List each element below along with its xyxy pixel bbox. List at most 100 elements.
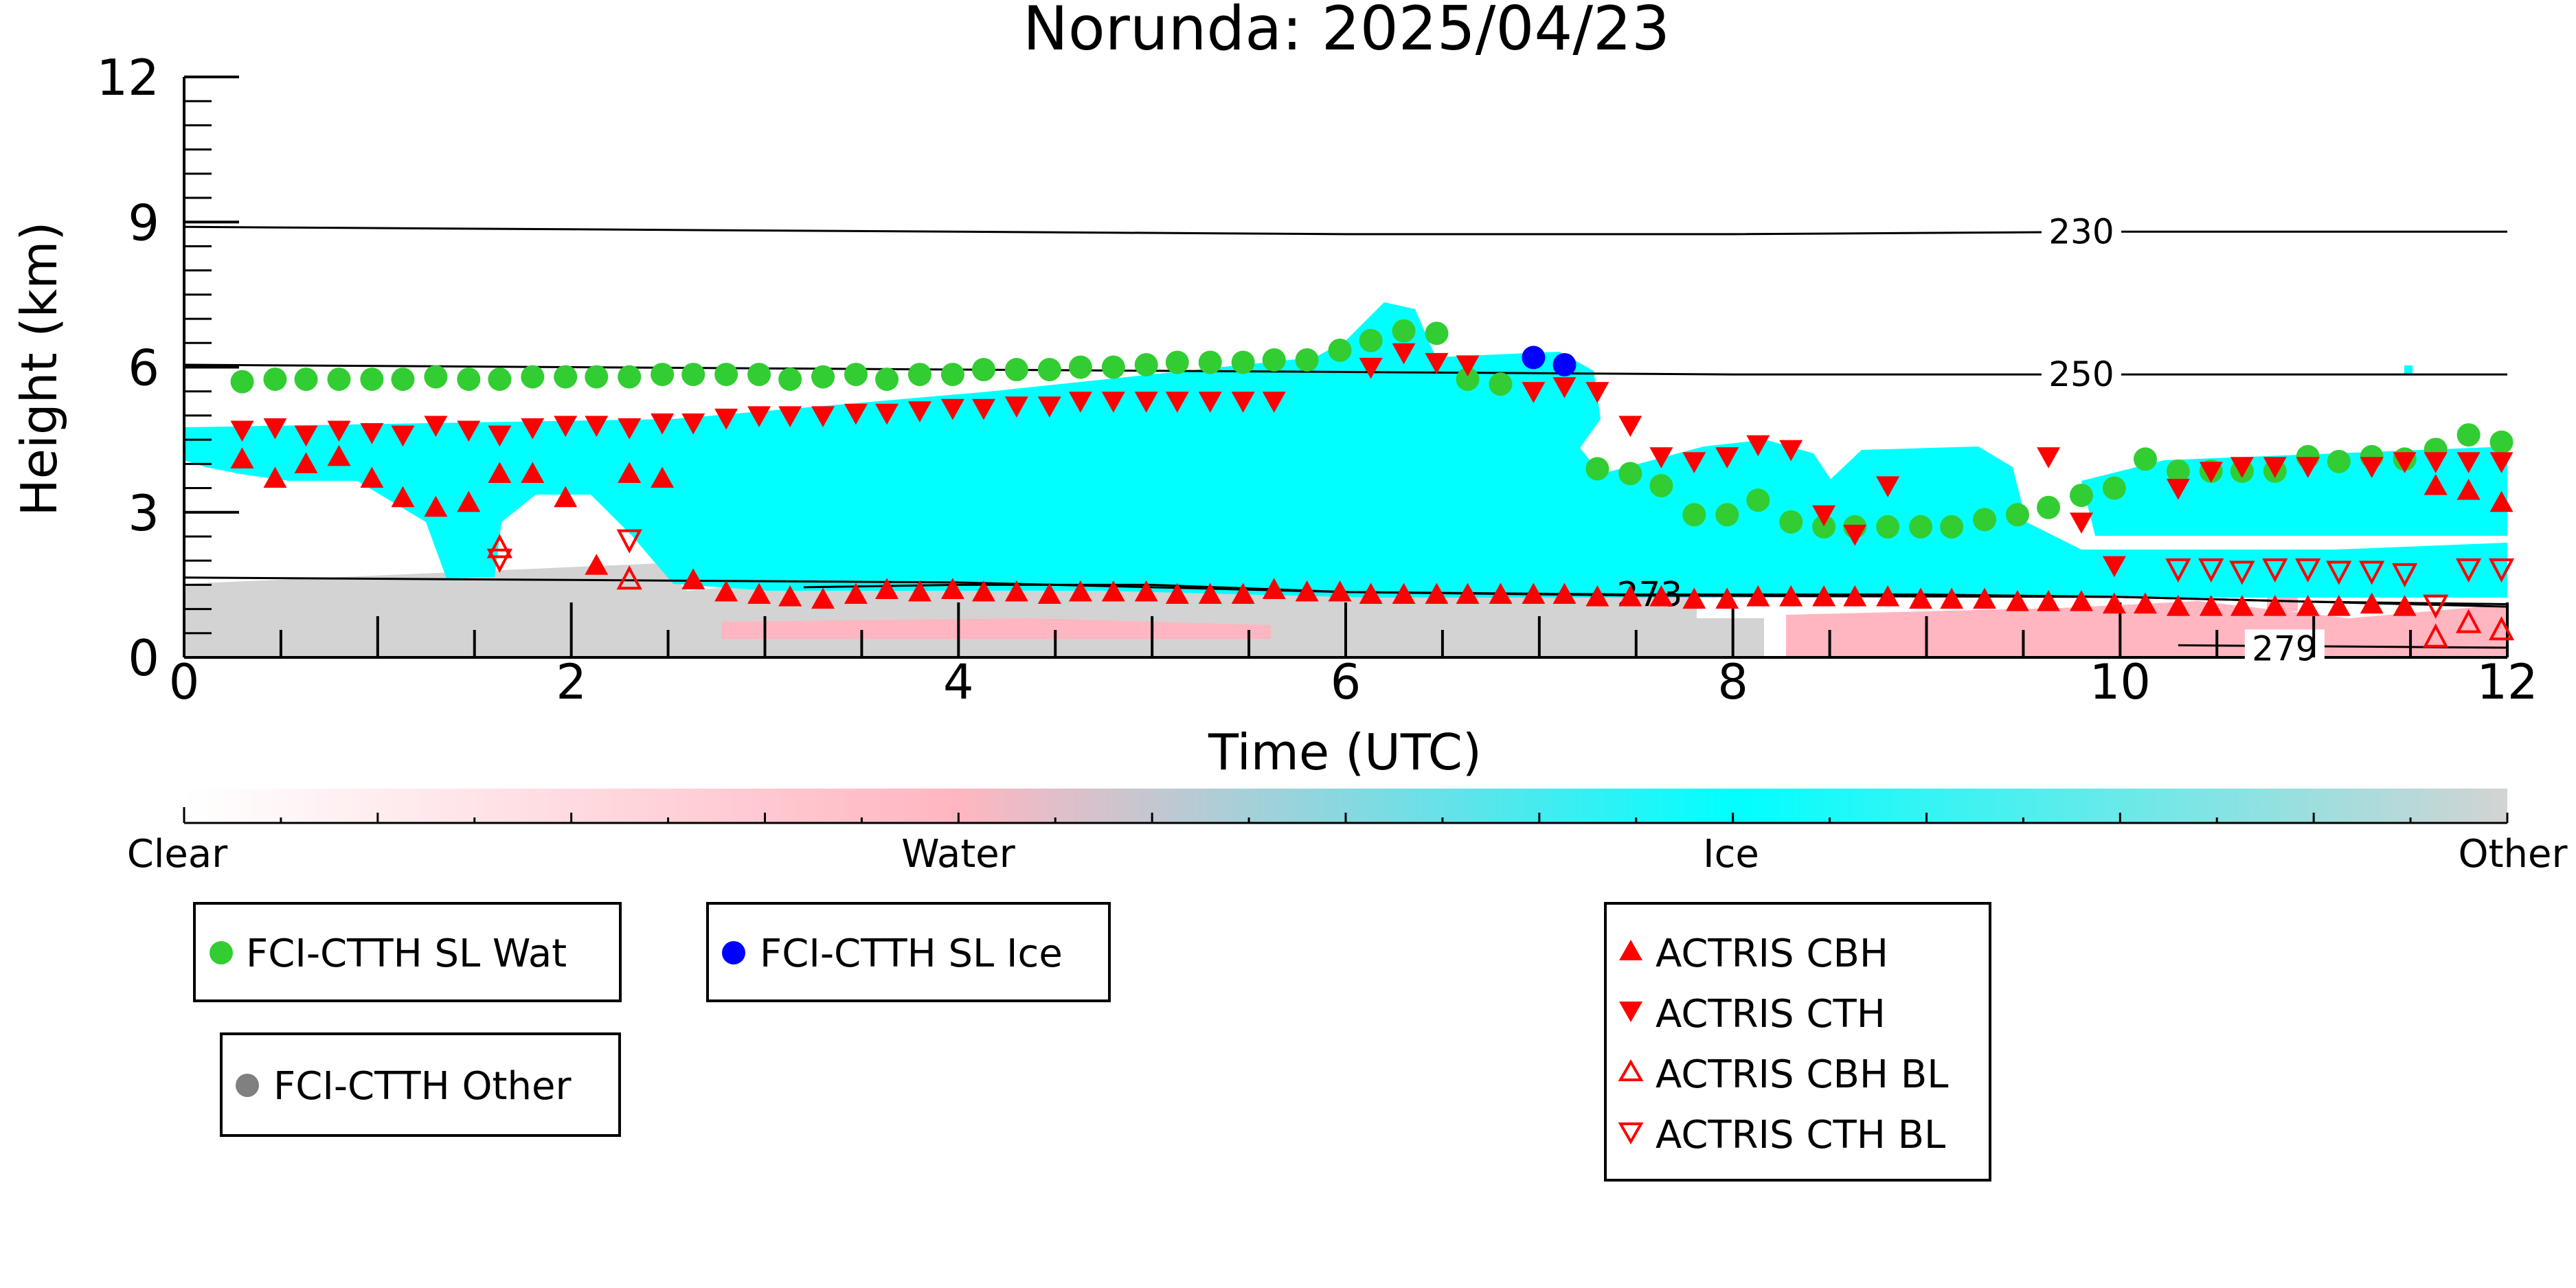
actris-cth-point — [554, 416, 578, 437]
actris-cbh-point — [1068, 580, 1092, 602]
fci-ctth-sl-ice-point — [1522, 346, 1546, 370]
actris-cbh-point — [263, 466, 287, 488]
actris-cth-point — [294, 425, 318, 447]
actris-cbh-point — [940, 578, 964, 600]
fci-ctth-sl-wat-point — [651, 363, 675, 387]
isotherm-label: 250 — [2048, 354, 2114, 394]
fci-ctth-sl-wat-point — [1328, 338, 1352, 362]
actris-cth-bl-point — [2359, 561, 2385, 585]
actris-cbh-point — [2133, 592, 2157, 614]
actris-cbh-point — [1198, 583, 1222, 605]
fci-ctth-sl-wat-point — [1715, 503, 1739, 527]
actris-cth-point — [2037, 447, 2061, 468]
fci-ctth-sl-wat-point — [1876, 515, 1900, 539]
actris-cth-point — [1715, 447, 1739, 468]
actris-cbh-point — [1973, 587, 1997, 609]
fci-ctth-sl-wat-point — [585, 365, 609, 389]
actris-cbh-point — [2360, 592, 2384, 614]
fci-ctth-sl-wat-point — [1068, 355, 1092, 379]
isotherm-line — [183, 225, 2507, 236]
actris-cth-point — [1843, 524, 1867, 546]
fci-ctth-sl-wat-point — [1812, 515, 1836, 539]
fci-ctth-sl-wat-point — [907, 363, 931, 387]
actris-cbh-point — [1231, 583, 1255, 605]
actris-cbh-point — [1134, 580, 1158, 602]
actris-cth-point — [391, 425, 415, 447]
fci-ctth-sl-wat-point — [2456, 423, 2481, 447]
fci-ctth-sl-wat-point — [1231, 350, 1255, 374]
actris-cth-point — [2393, 452, 2417, 473]
fci-ctth-sl-wat-point — [1489, 372, 1513, 396]
actris-cbh-point — [2424, 474, 2448, 495]
legend: FCI-CTTH SL Wat FCI-CTTH SL Ice FCI-CTTH… — [193, 902, 1991, 1182]
actris-cbh-point — [1779, 585, 1803, 607]
actris-cbh-point — [1101, 580, 1125, 602]
actris-cbh-point — [1004, 580, 1028, 602]
actris-cth-point — [424, 416, 448, 437]
actris-cbh-point — [778, 585, 802, 607]
actris-cth-point — [1262, 392, 1286, 413]
actris-cth-point — [1425, 352, 1449, 374]
fci-ctth-sl-wat-point — [1456, 368, 1480, 392]
actris-cbh-point — [1037, 583, 1061, 605]
fci-ctth-sl-wat-point — [1198, 350, 1222, 374]
actris-cth-point — [1618, 416, 1642, 437]
actris-cbh-point — [488, 462, 512, 484]
actris-cbh-point — [2230, 595, 2254, 616]
fci-ctth-sl-wat-point — [618, 365, 642, 389]
fci-ctth-sl-wat-point — [554, 365, 578, 389]
actris-cbh-point — [585, 554, 609, 575]
actris-cth-point — [1198, 392, 1222, 413]
actris-cth-bl-point — [2229, 561, 2255, 585]
fci-ctth-sl-wat-point — [1004, 358, 1028, 382]
legend-box-actris: ACTRIS CBH ACTRIS CTH ACTRIS CBH BL ACTR… — [1604, 902, 1991, 1182]
fci-ctth-sl-wat-point — [488, 368, 512, 392]
fci-ctth-sl-wat-point — [230, 370, 254, 394]
legend-marker-sl-wat — [210, 941, 233, 964]
colorbar-label-water: Water — [901, 832, 1016, 877]
legend-label-actris-cth-bl: ACTRIS CTH BL — [1656, 1113, 1945, 1157]
y-axis-label: Height (km) — [10, 222, 68, 517]
actris-cbh-point — [1585, 585, 1609, 607]
fci-ctth-sl-wat-point — [844, 363, 868, 387]
actris-cth-point — [1165, 392, 1189, 413]
cloud-phase-background — [184, 302, 2507, 657]
fci-ctth-sl-wat-point — [294, 368, 318, 392]
fci-ctth-sl-wat-point — [521, 365, 545, 389]
fci-ctth-sl-wat-point — [2133, 447, 2157, 471]
fci-ctth-sl-wat-point — [2327, 449, 2351, 473]
actris-cth-bl-point — [2392, 563, 2418, 588]
actris-cbh-bl-point — [2456, 609, 2482, 633]
x-tick-label: 12 — [2476, 654, 2538, 710]
actris-cth-point — [1876, 476, 1900, 498]
actris-cbh-point — [554, 486, 578, 508]
actris-cbh-point — [327, 444, 351, 466]
actris-cbh-point — [457, 490, 481, 512]
fci-ctth-sl-wat-point — [1262, 348, 1286, 372]
actris-cbh-point — [2263, 595, 2287, 616]
actris-cth-point — [618, 418, 642, 440]
actris-cth-point — [1812, 505, 1836, 527]
y-tick-label: 0 — [128, 629, 159, 687]
actris-cbh-point — [1618, 585, 1642, 607]
legend-marker-actris-cth — [1619, 1002, 1642, 1022]
actris-cth-point — [681, 413, 705, 435]
actris-cbh-point — [230, 447, 254, 468]
actris-cbh-point — [1649, 585, 1673, 607]
legend-marker-other — [236, 1074, 259, 1097]
actris-cbh-point — [2199, 595, 2223, 616]
actris-cth-point — [714, 408, 738, 430]
actris-cbh-point — [1876, 585, 1900, 607]
fci-ctth-sl-wat-point — [1682, 503, 1706, 527]
fci-ctth-sl-wat-point — [1165, 350, 1189, 374]
actris-cbh-point — [360, 466, 384, 488]
legend-label-other: FCI-CTTH Other — [273, 1064, 572, 1109]
legend-marker-actris-cbh-bl — [1618, 1059, 1644, 1081]
actris-cbh-point — [2037, 590, 2061, 611]
actris-cth-point — [811, 406, 835, 427]
actris-cth-bl-point — [2456, 558, 2482, 583]
actris-cbh-point — [1812, 585, 1836, 607]
isotherm-line — [2178, 644, 2508, 649]
fci-ctth-sl-wat-point — [971, 358, 995, 382]
